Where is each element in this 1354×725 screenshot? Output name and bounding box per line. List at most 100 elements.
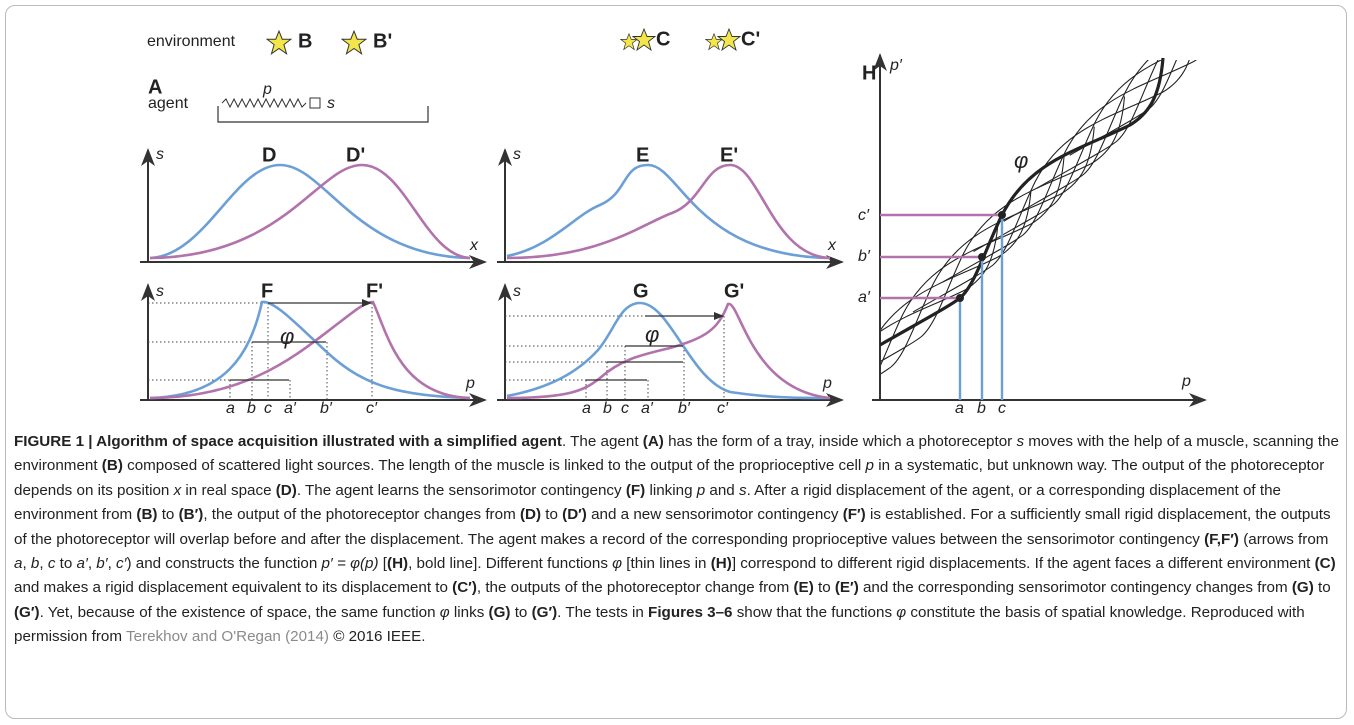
panel-label: D': [346, 144, 365, 166]
caption-text: (F,F′): [1204, 531, 1239, 548]
caption-text: φ: [612, 555, 622, 572]
thin-curve: [811, 127, 1094, 414]
caption-text: ,: [39, 555, 47, 572]
thin-curves: [715, 0, 1353, 425]
star-icon: [633, 29, 655, 50]
caption-text: (E): [794, 579, 814, 596]
caption-text: (D): [520, 506, 541, 523]
label: x: [469, 237, 479, 254]
caption-text: s: [739, 482, 747, 499]
panel-label: F: [261, 280, 273, 302]
caption-text: in real space: [181, 482, 276, 499]
panel-label: E': [720, 144, 738, 166]
caption-text: to: [541, 506, 562, 523]
caption-text: to: [814, 579, 835, 596]
point: [978, 253, 986, 261]
curve: [150, 302, 470, 398]
caption-text: p: [697, 482, 705, 499]
label: a: [582, 400, 591, 417]
caption-text: and: [705, 482, 739, 499]
caption-text: © 2016 IEEE.: [329, 628, 425, 645]
thin-curve: [913, 25, 1196, 312]
muscle: [222, 99, 306, 107]
panel-label: G': [724, 280, 744, 302]
label: p: [1181, 373, 1191, 390]
caption-text: , bold line]. Different functions: [408, 555, 612, 572]
star-icon: [718, 29, 740, 50]
label: C': [741, 28, 760, 50]
caption-text[interactable]: Terekhov and O'Regan (2014): [126, 628, 329, 645]
star-icon: [342, 31, 366, 54]
caption-text: (arrows from: [1239, 531, 1328, 548]
label: b: [247, 400, 256, 417]
caption-text: φ: [896, 604, 906, 621]
caption: FIGURE 1 | Algorithm of space acquisitio…: [14, 430, 1340, 650]
caption-text: (C′): [452, 579, 477, 596]
caption-text: . The agent learns the sensorimotor cont…: [297, 482, 626, 499]
photoreceptor: [310, 98, 320, 108]
caption-text: FIGURE 1 | Algorithm of space acquisitio…: [14, 433, 562, 450]
label: s: [156, 283, 164, 300]
curve: [507, 165, 830, 258]
caption-text: and makes a rigid displacement equivalen…: [14, 579, 452, 596]
label: p: [465, 375, 475, 392]
caption-text: and a new sensorimotor contingency: [587, 506, 843, 523]
bold-curve: [880, 58, 1163, 345]
curve: [150, 165, 470, 258]
panel-label: H: [862, 62, 876, 84]
caption-text: (B): [102, 457, 123, 474]
label: environment: [147, 33, 236, 50]
label: b: [603, 400, 612, 417]
caption-text: has the form of a tray, inside which a p…: [664, 433, 1017, 450]
label: s: [513, 146, 521, 163]
caption-text: (B): [136, 506, 157, 523]
label: a: [955, 400, 964, 417]
label: c′: [717, 400, 729, 417]
panel-label: E: [636, 144, 649, 166]
caption-text: ,: [22, 555, 30, 572]
label: b: [977, 400, 986, 417]
caption-text: (F): [626, 482, 645, 499]
page: environment B B' C C' A agent p s s D D'…: [0, 0, 1354, 725]
caption-text: and the corresponding sensorimotor conti…: [859, 579, 1292, 596]
star-icon: [267, 31, 291, 54]
curve: [507, 165, 830, 258]
caption-text: to: [55, 555, 76, 572]
caption-text: c′: [116, 555, 126, 572]
label: B: [298, 30, 312, 52]
thin-curve: [1037, 0, 1320, 188]
caption-text: [thin lines in: [622, 555, 711, 572]
label: p′: [889, 57, 903, 74]
label: a′: [284, 400, 297, 417]
caption-text: . The agent: [562, 433, 643, 450]
label: b′: [678, 400, 691, 417]
label: φ: [280, 324, 294, 349]
label: a: [226, 400, 235, 417]
label: s: [327, 95, 335, 112]
thin-curve: [943, 0, 1226, 282]
caption-text: show that the functions: [732, 604, 896, 621]
caption-text: composed of scattered light sources. The…: [123, 457, 866, 474]
caption-text: (G′): [14, 604, 40, 621]
label: φ: [1014, 148, 1028, 173]
caption-text: Figures 3–6: [648, 604, 732, 621]
tray: [218, 106, 428, 122]
caption-text: (A): [643, 433, 664, 450]
caption-text: linking: [645, 482, 697, 499]
label: b′: [320, 400, 333, 417]
panel-label: F': [366, 280, 383, 302]
label: p: [262, 81, 272, 98]
label: s: [156, 146, 164, 163]
caption-text: p: [866, 457, 874, 474]
caption-text: (D′): [562, 506, 587, 523]
caption-text: ,: [108, 555, 116, 572]
caption-text: (G): [1292, 579, 1314, 596]
caption-text: (H): [387, 555, 408, 572]
label: c′: [858, 207, 870, 224]
caption-text: (G′): [532, 604, 558, 621]
caption-text: a′: [77, 555, 88, 572]
caption-text: . The tests in: [557, 604, 648, 621]
point: [998, 211, 1006, 219]
caption-text: ,: [88, 555, 96, 572]
label: b′: [858, 248, 871, 265]
